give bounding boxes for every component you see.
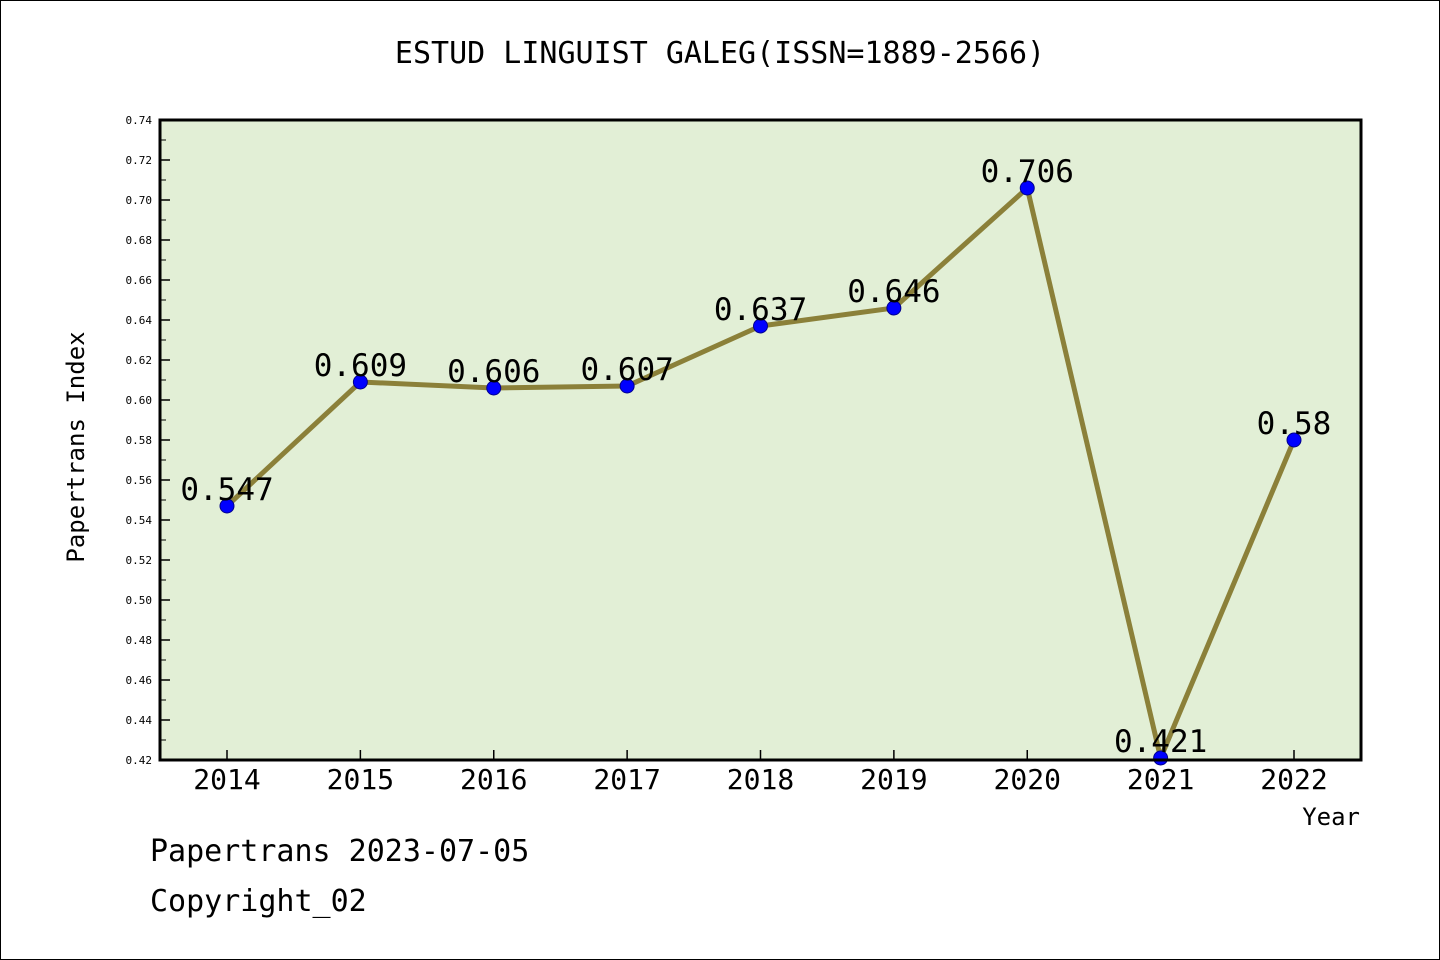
y-tick-label: 0.50	[126, 594, 153, 607]
y-tick-label: 0.58	[126, 434, 153, 447]
y-tick-label: 0.66	[126, 274, 153, 287]
x-tick-label: 2017	[593, 763, 660, 796]
x-tick-label: 2016	[460, 763, 527, 796]
x-tick-label: 2022	[1260, 763, 1327, 796]
data-point	[486, 380, 502, 396]
y-tick-label: 0.72	[126, 154, 153, 167]
series-layer: 0.547 0.609 0.606 0.607 0.637 0.646 0.706 0.421…	[180, 154, 1332, 766]
y-tick-label: 0.44	[126, 714, 153, 727]
y-tick-label: 0.48	[126, 634, 153, 647]
y-tick-label: 0.52	[126, 554, 153, 567]
data-point	[886, 300, 902, 316]
y-tick-label: 0.60	[126, 394, 153, 407]
y-tick-label: 0.62	[126, 354, 153, 367]
data-point	[1019, 180, 1035, 196]
chart-title: ESTUD LINGUIST GALEG(ISSN=1889-2566)	[394, 36, 1046, 71]
data-label: 0.547	[180, 472, 273, 508]
y-tick-label: 0.42	[126, 754, 153, 767]
data-point	[753, 318, 768, 334]
plot-border	[158, 118, 1363, 762]
y-tick-label: 0.46	[126, 674, 153, 687]
y-tick-label: 0.74	[126, 114, 153, 127]
data-label: 0.607	[580, 352, 673, 388]
data-label: 0.606	[447, 354, 540, 390]
x-axis: 2014 2015 2016 2017 2018 2019 2020 2021 2022	[193, 750, 1328, 796]
y-axis-label: Papertrans Index	[62, 331, 90, 562]
plot-area	[160, 120, 1361, 760]
x-tick-label: 2015	[327, 763, 394, 796]
y-tick-label: 0.68	[126, 234, 153, 247]
y-axis: 0.42 0.44 0.46 0.48 0.50 0.52 0.54 0.56 0.58 0.60…	[126, 114, 170, 767]
y-tick-label: 0.70	[126, 194, 153, 207]
x-tick-label: 2018	[727, 763, 794, 796]
data-point	[219, 498, 235, 514]
data-label: 0.637	[714, 292, 807, 328]
footer-date: Papertrans 2023-07-05	[150, 834, 530, 869]
data-point	[619, 378, 635, 394]
y-tick-label: 0.64	[126, 314, 153, 327]
footer-copyright: Copyright_02	[150, 884, 367, 919]
data-label: 0.421	[1114, 724, 1207, 760]
data-label: 0.609	[314, 348, 407, 384]
y-tick-label: 0.56	[126, 474, 153, 487]
data-point	[352, 374, 368, 390]
x-tick-label: 2019	[860, 763, 927, 796]
x-tick-label: 2014	[193, 763, 260, 796]
y-tick-label: 0.54	[126, 514, 153, 527]
x-axis-label: Year	[1302, 803, 1360, 831]
data-label: 0.706	[981, 154, 1074, 190]
data-point	[1286, 432, 1302, 448]
data-label: 0.58	[1257, 406, 1332, 442]
x-tick-label: 2021	[1127, 763, 1194, 796]
x-tick-label: 2020	[994, 763, 1061, 796]
data-label: 0.646	[847, 274, 940, 310]
